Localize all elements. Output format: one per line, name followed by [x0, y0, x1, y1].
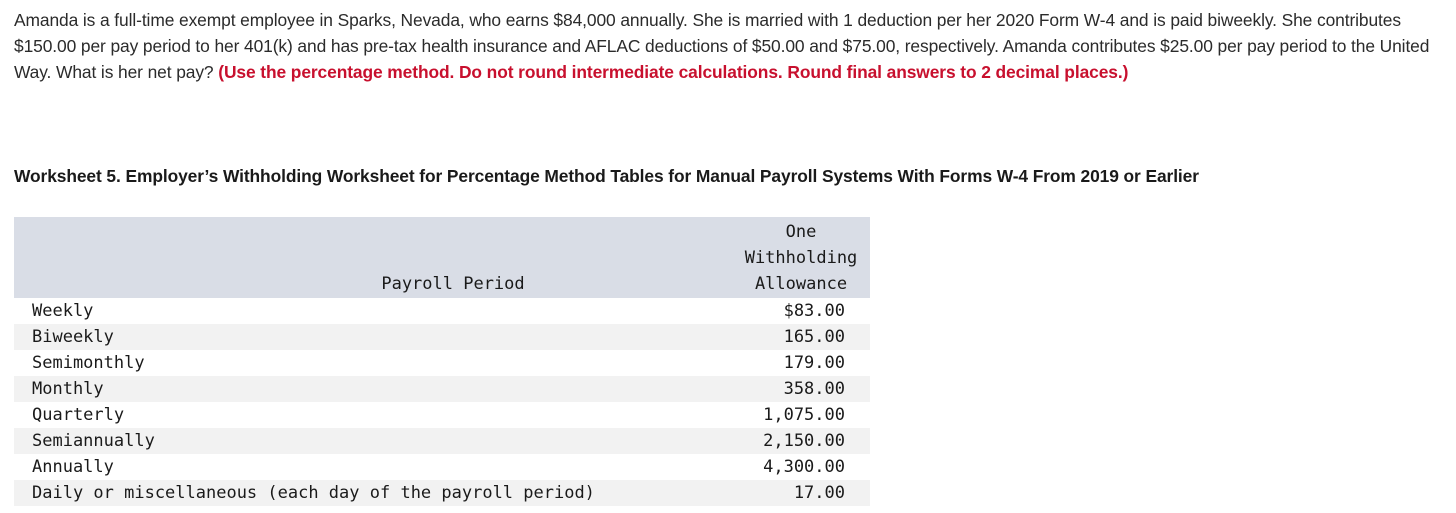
- period-cell: Semiannually: [32, 431, 155, 451]
- table-row: Monthly 358.00: [14, 376, 870, 402]
- table-row: Semimonthly 179.00: [14, 350, 870, 376]
- amount-cell: 17.00: [793, 483, 845, 503]
- amount-cell: $83.00: [783, 301, 845, 321]
- question-text: Amanda is a full-time exempt employee in…: [14, 7, 1450, 85]
- amount-cell: 2,150.00: [763, 431, 845, 451]
- table-row: Weekly $83.00: [14, 298, 870, 324]
- period-cell: Quarterly: [32, 405, 125, 425]
- header-allowance-line3: Allowance: [754, 274, 848, 294]
- table-row: Daily or miscellaneous (each day of the …: [14, 480, 870, 506]
- period-cell: Weekly: [32, 301, 94, 321]
- table-row: Quarterly 1,075.00: [14, 402, 870, 428]
- table-row: Biweekly 165.00: [14, 324, 870, 350]
- period-cell: Annually: [32, 457, 114, 477]
- table-row: Semiannually 2,150.00: [14, 428, 870, 454]
- header-allowance-line2: Withholding: [744, 248, 858, 268]
- amount-cell: 179.00: [783, 353, 845, 373]
- period-cell: Daily or miscellaneous (each day of the …: [32, 483, 595, 503]
- amount-cell: 165.00: [783, 327, 845, 347]
- period-cell: Monthly: [32, 379, 104, 399]
- question-instructions: (Use the percentage method. Do not round…: [218, 62, 1129, 82]
- period-cell: Semimonthly: [32, 353, 145, 373]
- period-cell: Biweekly: [32, 327, 114, 347]
- amount-cell: 358.00: [783, 379, 845, 399]
- table-body: Weekly $83.00 Biweekly 165.00 Semimonthl…: [14, 298, 870, 506]
- header-allowance-line1: One: [785, 222, 817, 242]
- amount-cell: 1,075.00: [763, 405, 845, 425]
- header-payroll-period: Payroll Period: [381, 274, 525, 294]
- amount-cell: 4,300.00: [763, 457, 845, 477]
- header-row: Payroll Period One Withholding Allowance: [14, 217, 870, 298]
- withholding-allowance-table: Payroll Period One Withholding Allowance…: [14, 217, 870, 506]
- table-header: Payroll Period One Withholding Allowance: [14, 217, 870, 298]
- question-body: Amanda is a full-time exempt employee in…: [14, 10, 1430, 82]
- worksheet-title: Worksheet 5. Employer’s Withholding Work…: [14, 166, 1199, 186]
- table-row: Annually 4,300.00: [14, 454, 870, 480]
- header-withholding-allowance: One Withholding Allowance: [732, 217, 870, 298]
